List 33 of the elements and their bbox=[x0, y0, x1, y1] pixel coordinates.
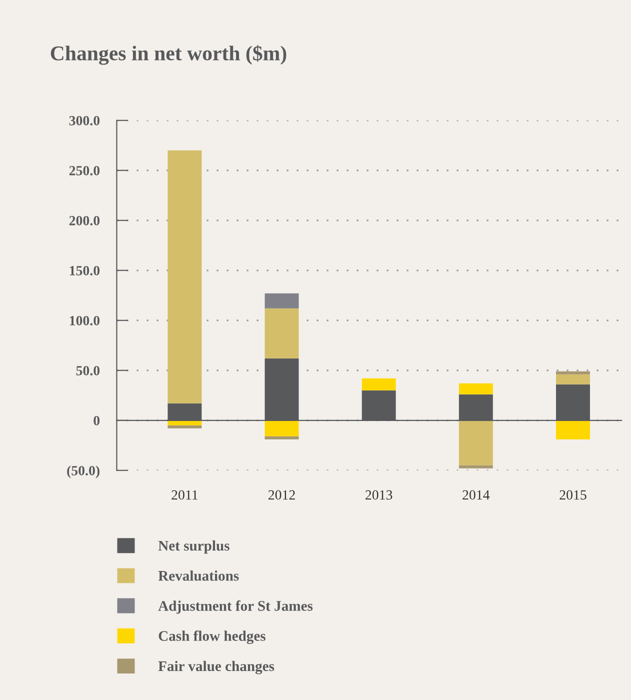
y-tick-label: (50.0) bbox=[67, 466, 100, 478]
legend-label: Revaluations bbox=[158, 570, 239, 581]
y-tick-label: 100.0 bbox=[70, 316, 100, 326]
bar bbox=[556, 420, 590, 440]
chart-title: Changes in net worth ($m) bbox=[50, 45, 286, 65]
bar bbox=[556, 374, 590, 384]
bar bbox=[264, 436, 299, 440]
legend-label: Adjustment for St James bbox=[158, 600, 313, 614]
bar bbox=[458, 383, 493, 394]
bar bbox=[264, 308, 299, 358]
legend-label: Cash flow hedges bbox=[158, 630, 266, 644]
y-tick-label: 150.0 bbox=[70, 266, 100, 276]
x-tick-label: 2012 bbox=[268, 490, 295, 500]
bar bbox=[264, 420, 299, 436]
x-tick-label: 2013 bbox=[366, 490, 392, 500]
bar bbox=[556, 371, 590, 374]
bar bbox=[168, 420, 202, 426]
legend-label: Fair value changes bbox=[158, 660, 274, 674]
bar bbox=[458, 465, 493, 468]
bar bbox=[458, 420, 493, 466]
y-tick-label: 50.0 bbox=[76, 366, 100, 376]
bar bbox=[168, 150, 202, 404]
x-tick-label: 2014 bbox=[462, 490, 490, 500]
x-tick-label: 2015 bbox=[560, 490, 586, 500]
y-tick-label: 250.0 bbox=[69, 166, 100, 176]
y-tick-label: 0 bbox=[94, 416, 100, 426]
y-tick-label: 200.0 bbox=[69, 216, 100, 226]
y-tick-label: 300.0 bbox=[69, 116, 100, 126]
x-tick-label: 2011 bbox=[172, 490, 198, 500]
bar bbox=[362, 378, 396, 390]
bar bbox=[264, 293, 299, 308]
bar bbox=[168, 425, 202, 428]
legend-label: Net surplus bbox=[158, 540, 230, 554]
